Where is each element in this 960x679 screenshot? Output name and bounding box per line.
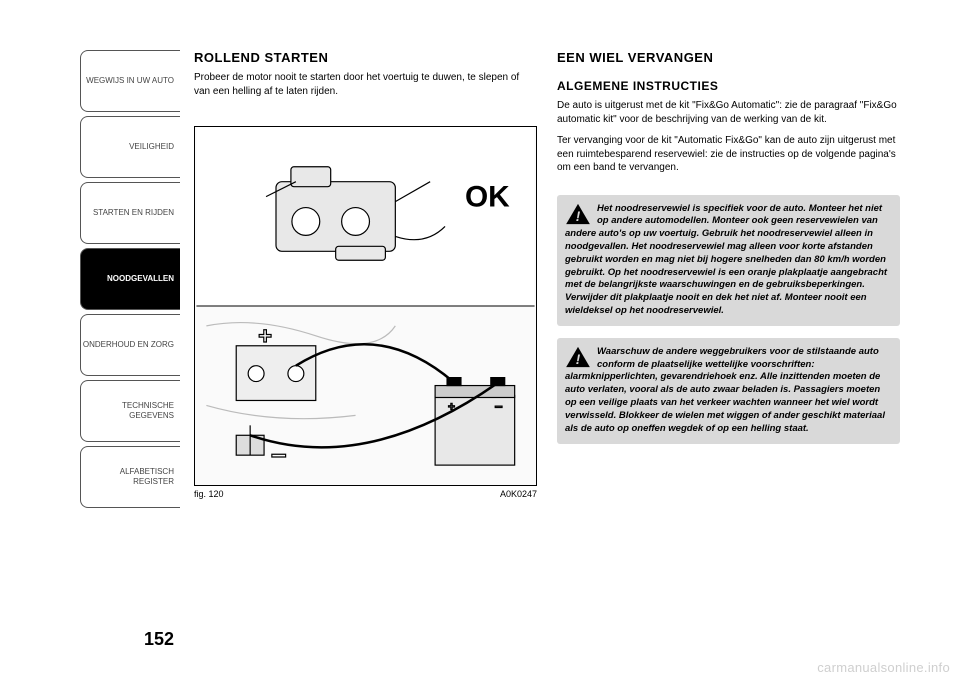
tab-starten[interactable]: STARTEN EN RIJDEN — [80, 182, 180, 244]
tab-wegwijs[interactable]: WEGWIJS IN UW AUTO — [80, 50, 180, 112]
warning-triangle-icon: ! — [565, 203, 591, 225]
warning-text: Het noodreservewiel is specifiek voor de… — [565, 203, 887, 317]
figure-number: fig. 120 — [194, 489, 224, 499]
page-content: ROLLEND STARTEN Probeer de motor nooit t… — [180, 50, 900, 650]
figure-caption: fig. 120 A0K0247 — [194, 489, 537, 499]
tab-veiligheid[interactable]: VEILIGHEID — [80, 116, 180, 178]
body-rollend-starten: Probeer de motor nooit te starten door h… — [194, 71, 537, 98]
tab-label: ONDERHOUD EN ZORG — [83, 340, 174, 350]
heading-rollend-starten: ROLLEND STARTEN — [194, 50, 537, 65]
tab-label: TECHNISCHE GEGEVENS — [81, 401, 174, 420]
battery-jumpstart-diagram: OK + — [195, 127, 536, 485]
section-tabs-sidebar: WEGWIJS IN UW AUTO VEILIGHEID STARTEN EN… — [80, 50, 180, 650]
svg-text:!: ! — [576, 208, 581, 223]
svg-text:!: ! — [576, 352, 581, 367]
figure-code: A0K0247 — [500, 489, 537, 499]
warning-box-weggebruikers: ! Waarschuw de andere weggebruikers voor… — [557, 338, 900, 444]
body-fixgo-1: De auto is uitgerust met de kit "Fix&Go … — [557, 99, 900, 126]
warning-box-noodreservewiel: ! Het noodreservewiel is specifiek voor … — [557, 195, 900, 326]
figure-120: OK + — [194, 126, 537, 486]
ok-label: OK — [465, 181, 510, 214]
left-column: ROLLEND STARTEN Probeer de motor nooit t… — [194, 50, 537, 650]
page-number: 152 — [80, 629, 180, 650]
tab-technische[interactable]: TECHNISCHE GEGEVENS — [80, 380, 180, 442]
tab-noodgevallen[interactable]: NOODGEVALLEN — [80, 248, 180, 310]
svg-text:+: + — [258, 323, 272, 350]
watermark: carmanualsonline.info — [817, 660, 950, 675]
manual-page: WEGWIJS IN UW AUTO VEILIGHEID STARTEN EN… — [80, 50, 900, 650]
subheading-algemene-instructies: ALGEMENE INSTRUCTIES — [557, 79, 900, 93]
tab-label: NOODGEVALLEN — [107, 274, 174, 284]
tab-label: VEILIGHEID — [129, 142, 174, 152]
warning-text: Waarschuw de andere weggebruikers voor d… — [565, 346, 885, 434]
tab-label: WEGWIJS IN UW AUTO — [86, 76, 174, 86]
svg-text:–: – — [495, 397, 503, 413]
warning-triangle-icon: ! — [565, 346, 591, 368]
tab-alfabetisch[interactable]: ALFABETISCH REGISTER — [80, 446, 180, 508]
tab-label: ALFABETISCH REGISTER — [81, 467, 174, 486]
tab-label: STARTEN EN RIJDEN — [93, 208, 174, 218]
tab-onderhoud[interactable]: ONDERHOUD EN ZORG — [80, 314, 180, 376]
right-column: EEN WIEL VERVANGEN ALGEMENE INSTRUCTIES … — [557, 50, 900, 650]
body-fixgo-2: Ter vervanging voor de kit "Automatic Fi… — [557, 134, 900, 175]
heading-een-wiel-vervangen: EEN WIEL VERVANGEN — [557, 50, 900, 65]
